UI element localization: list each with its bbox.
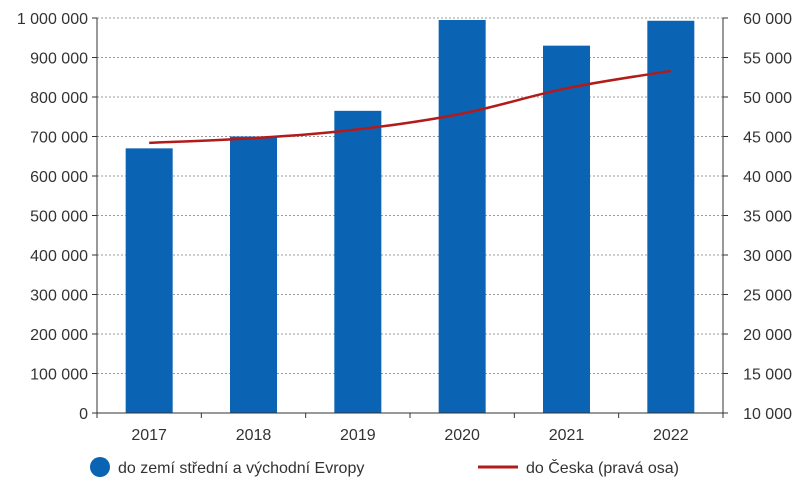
x-tick-label: 2019 (340, 427, 376, 444)
bar (543, 46, 590, 413)
bar (439, 20, 486, 413)
left-tick-label: 1 000 000 (17, 11, 88, 28)
grid-lines (97, 18, 723, 374)
left-tick-label: 900 000 (30, 51, 88, 68)
left-tick-label: 100 000 (30, 367, 88, 384)
left-tick-label: 200 000 (30, 327, 88, 344)
right-tick-label: 55 000 (743, 51, 792, 68)
x-tick-label: 2018 (236, 427, 272, 444)
series-line (149, 71, 671, 143)
x-tick-label: 2022 (653, 427, 689, 444)
legend-label-bars: do zemí střední a východní Evropy (118, 460, 364, 477)
left-tick-label: 800 000 (30, 90, 88, 107)
right-tick-label: 30 000 (743, 248, 792, 265)
bar (334, 111, 381, 413)
right-tick-label: 20 000 (743, 327, 792, 344)
right-tick-label: 50 000 (743, 90, 792, 107)
x-tick-label: 2021 (549, 427, 585, 444)
bar (647, 21, 694, 413)
right-tick-label: 10 000 (743, 406, 792, 423)
right-axis-ticks: 10 000 15 000 20 000 25 000 30 000 35 000 40 0… (743, 11, 792, 423)
bar (126, 148, 173, 413)
left-tick-label: 300 000 (30, 288, 88, 305)
left-tick-label: 600 000 (30, 169, 88, 186)
left-tick-label: 400 000 (30, 248, 88, 265)
left-tick-label: 0 (79, 406, 88, 423)
right-tick-label: 35 000 (743, 209, 792, 226)
right-tick-label: 15 000 (743, 367, 792, 384)
left-tick-label: 500 000 (30, 209, 88, 226)
right-tick-label: 60 000 (743, 11, 792, 28)
bar-series (126, 20, 695, 413)
left-tick-label: 700 000 (30, 130, 88, 147)
x-tick-label: 2017 (131, 427, 167, 444)
right-tick-label: 45 000 (743, 130, 792, 147)
right-tick-label: 25 000 (743, 288, 792, 305)
right-tick-label: 40 000 (743, 169, 792, 186)
legend: do zemí střední a východní Evropy do Čes… (90, 457, 679, 477)
x-tick-label: 2020 (444, 427, 480, 444)
legend-label-line: do Česka (pravá osa) (526, 458, 679, 477)
bar (230, 137, 277, 414)
x-axis-ticks: 2017 2018 2019 2020 2021 2022 (131, 427, 688, 444)
legend-marker-bars (90, 457, 110, 477)
line-series (149, 71, 671, 143)
left-axis-ticks: 0 100 000 200 000 300 000 400 000 500 000 600 … (17, 11, 88, 423)
